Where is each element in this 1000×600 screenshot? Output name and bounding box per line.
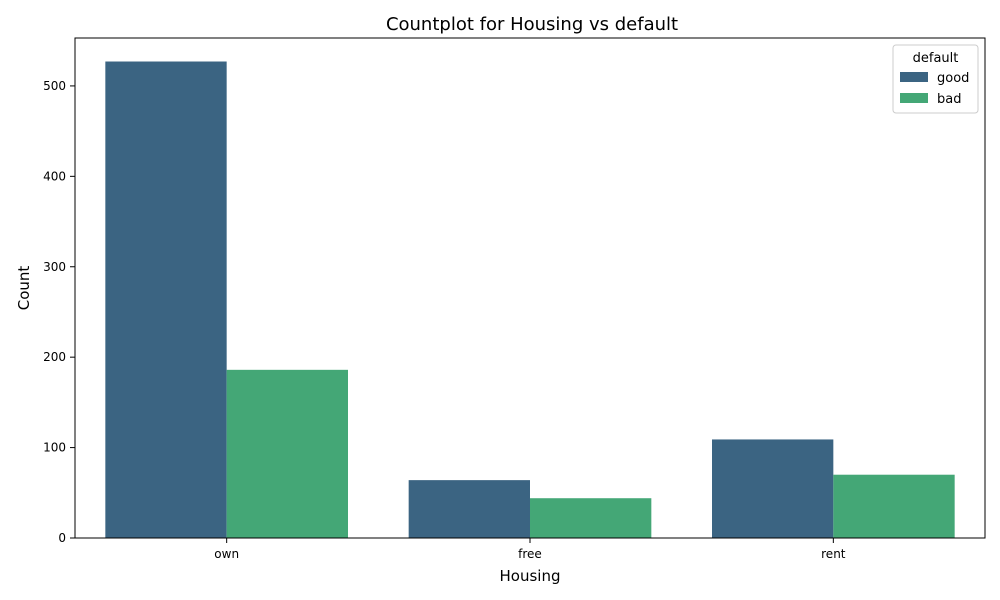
legend-swatch-good: [900, 72, 928, 82]
x-axis-title: Housing: [500, 567, 561, 585]
y-tick-label: 400: [43, 169, 66, 183]
y-tick-label: 100: [43, 441, 66, 455]
bar-rent-bad: [833, 474, 955, 538]
bar-free-good: [408, 480, 530, 538]
legend-title: default: [913, 51, 959, 66]
x-tick-label: free: [518, 547, 542, 561]
plot-area: own free rent 0 100 200 300 400 500: [43, 37, 986, 561]
legend-label-good: good: [937, 71, 969, 86]
y-tick-label: 300: [43, 260, 66, 274]
bar-free-bad: [530, 498, 652, 538]
y-tick-label: 0: [58, 531, 66, 545]
y-axis-title: Count: [15, 266, 33, 311]
legend-label-bad: bad: [937, 92, 961, 107]
y-tick-label: 500: [43, 79, 66, 93]
legend-swatch-bad: [900, 93, 928, 103]
legend: default good bad: [892, 44, 979, 114]
bar-rent-good: [712, 439, 834, 538]
bar-own-bad: [226, 369, 348, 538]
x-tick-label: own: [214, 547, 239, 561]
axes-frame: [74, 37, 986, 539]
y-tick-label: 200: [43, 350, 66, 364]
bar-own-good: [105, 61, 227, 538]
x-tick-label: rent: [821, 547, 846, 561]
chart-title: Countplot for Housing vs default: [386, 14, 678, 35]
